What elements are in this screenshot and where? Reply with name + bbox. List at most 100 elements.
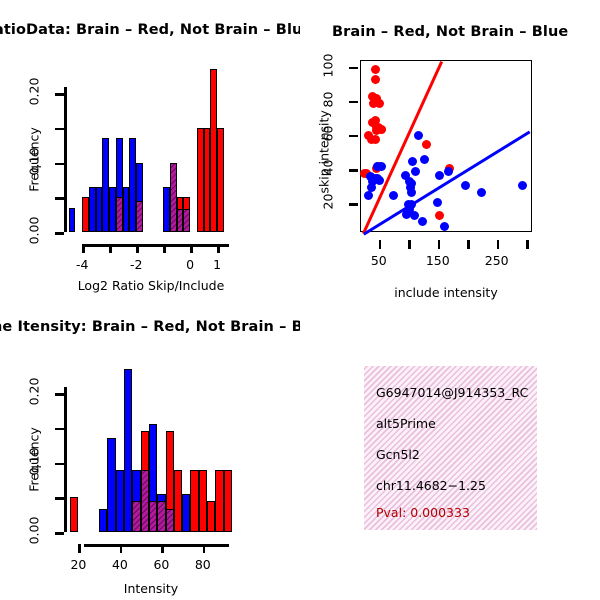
scatter-point — [517, 180, 527, 190]
scatter-point — [370, 65, 380, 74]
info-pvalue: Pval: 0.000333 — [376, 505, 470, 520]
histogram-bar — [82, 197, 89, 232]
scatter-point — [410, 167, 420, 177]
scatter-y-axis-title: skip intensity — [316, 110, 332, 194]
scatter-point — [370, 116, 380, 126]
intensity-histogram-x-axis — [84, 544, 229, 547]
ratio-histogram-y-axis-title: Frequency — [26, 127, 42, 192]
histogram-bar — [183, 209, 191, 232]
histogram-bar — [203, 127, 211, 232]
scatter-point — [375, 99, 385, 109]
x-tick-label: -2 — [129, 257, 143, 272]
y-tick-label: 0.00 — [26, 216, 42, 245]
histogram-bar — [198, 469, 207, 532]
scatter-point — [401, 170, 411, 180]
x-tick-label: 20 — [70, 557, 87, 572]
ratio-histogram-title: atioData: Brain – Red, Not Brain – Blu — [0, 22, 300, 38]
histogram-bar — [102, 138, 110, 232]
histogram-bar — [140, 469, 149, 532]
x-tick-label: 40 — [111, 557, 128, 572]
histogram-bar — [196, 127, 204, 232]
histogram-bar — [157, 500, 166, 532]
scatter-point — [376, 162, 386, 172]
y-tick — [349, 203, 358, 206]
scatter-point — [435, 211, 445, 221]
histogram-bar — [109, 186, 116, 232]
x-tick — [202, 544, 206, 553]
histogram-bar — [95, 186, 103, 232]
histogram-bar — [169, 162, 177, 232]
x-tick-label: 50 — [370, 253, 387, 268]
panel-intensity-histogram: ne Itensity: Brain – Red, Not Brain – B … — [0, 300, 300, 600]
x-tick — [408, 240, 411, 249]
histogram-bar — [99, 509, 108, 532]
histogram-bar — [223, 469, 232, 532]
y-tick — [55, 197, 64, 200]
scatter-point — [369, 99, 379, 109]
y-tick — [55, 427, 64, 431]
histogram-bar — [136, 200, 143, 232]
histogram-bar — [163, 186, 170, 232]
scatter-point — [407, 199, 417, 209]
scatter-point — [365, 172, 375, 182]
x-tick-label: 80 — [194, 557, 211, 572]
x-tick — [217, 244, 220, 253]
intensity-histogram-plot-area — [66, 362, 236, 532]
y-tick — [55, 127, 64, 131]
y-tick — [349, 169, 358, 172]
histogram-bar — [88, 186, 96, 232]
x-tick — [82, 244, 85, 253]
scatter-point — [407, 187, 417, 197]
histogram-bar — [115, 197, 123, 232]
x-tick — [161, 544, 164, 553]
info-locus: chr11.4682−1.25 — [376, 478, 486, 493]
scatter-point — [367, 182, 377, 192]
x-tick — [496, 240, 500, 249]
y-tick — [55, 532, 64, 535]
scatter-point — [409, 211, 419, 221]
histogram-bar — [217, 127, 224, 232]
scatter-point — [422, 139, 432, 149]
histogram-bar — [190, 469, 199, 532]
histogram-bar — [210, 68, 218, 232]
scatter-point — [371, 93, 381, 103]
y-tick-label: 0.20 — [26, 377, 42, 406]
scatter-point — [476, 187, 486, 197]
histogram-bar — [165, 509, 174, 532]
x-tick-label: 1 — [213, 257, 222, 272]
y-tick — [55, 393, 64, 396]
scatter-plot-area — [360, 60, 532, 236]
scatter-point — [420, 155, 430, 165]
y-tick — [55, 232, 64, 235]
y-tick — [55, 93, 64, 96]
scatter-point — [370, 75, 380, 85]
intensity-histogram-title: ne Itensity: Brain – Red, Not Brain – B — [0, 319, 300, 335]
scatter-point — [408, 156, 418, 166]
ratio-histogram-y-axis — [64, 87, 67, 232]
scatter-x-axis-title: include intensity — [394, 285, 498, 300]
scatter-point — [435, 170, 445, 180]
scatter-point — [368, 177, 378, 187]
y-tick — [55, 162, 64, 166]
panel-scatter: Brain – Red, Not Brain – Blue 20 40 60 80 10… — [300, 0, 600, 300]
histogram-bar — [115, 469, 125, 532]
x-tick — [136, 244, 139, 253]
x-tick — [109, 244, 112, 253]
x-tick — [190, 244, 193, 253]
x-tick — [467, 240, 470, 249]
scatter-point — [407, 179, 417, 189]
panel-ratio-histogram: atioData: Brain – Red, Not Brain – Blu 0… — [0, 0, 300, 300]
info-event-type: alt5Prime — [376, 416, 436, 431]
y-tick — [55, 497, 64, 500]
histogram-bar — [68, 207, 76, 232]
scatter-point — [402, 209, 412, 219]
scatter-point — [417, 216, 427, 226]
scatter-point — [371, 126, 381, 136]
histogram-bar — [132, 500, 141, 532]
x-tick-label: 250 — [484, 253, 509, 268]
scatter-point — [370, 134, 380, 144]
scatter-point — [377, 124, 387, 134]
histogram-bar — [176, 209, 184, 232]
scatter-point — [404, 204, 414, 214]
histogram-bar — [122, 186, 130, 232]
